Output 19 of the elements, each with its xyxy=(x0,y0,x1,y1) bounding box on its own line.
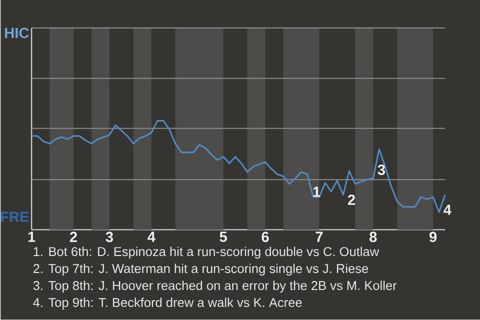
x-tick-label: 6 xyxy=(262,232,269,242)
x-tick-label: 1 xyxy=(28,232,36,242)
x-tick-label: 9 xyxy=(429,232,437,242)
annotation: 2 xyxy=(348,194,355,206)
text: 1. Bot 6th: D. Espinoza hit a run-scoring double vs C. Outlaw xyxy=(34,246,380,259)
x-tick-label: 5 xyxy=(220,232,227,242)
x-tick-label: 2 xyxy=(70,232,77,242)
x-tick-label: 8 xyxy=(370,232,377,242)
x-tick-label: 7 xyxy=(316,232,323,242)
annotation: 1 xyxy=(313,186,320,197)
annotation: 4 xyxy=(444,204,452,215)
text: HIC xyxy=(5,28,29,38)
annotation: 3 xyxy=(378,164,386,176)
text: 2. Top 7th: J. Waterman hit a run-scoring single vs J. Riese xyxy=(33,264,368,276)
x-tick-label: 4 xyxy=(148,232,156,242)
text: FRE xyxy=(0,212,29,222)
text: 3. Top 8th: J. Hoover reached on an error by the 2B vs M. Koller xyxy=(33,280,397,293)
text: 4. Top 9th: T. Beckford drew a walk vs K. Acree xyxy=(33,298,302,310)
x-tick-label: 3 xyxy=(106,232,114,242)
